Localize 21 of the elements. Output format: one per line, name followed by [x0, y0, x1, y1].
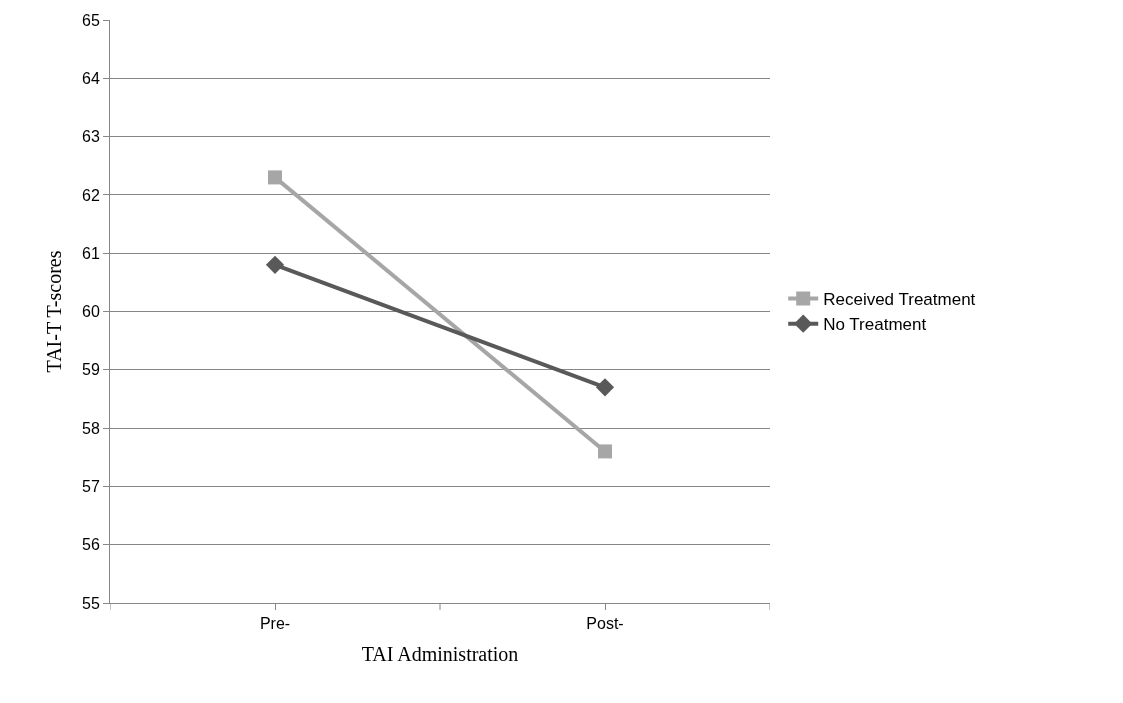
y-tick-label: 55: [82, 594, 100, 612]
x-tick-label: Pre-: [259, 615, 291, 633]
y-tick-label: 57: [82, 478, 100, 495]
y-tick-label: 61: [82, 244, 100, 262]
x-axis-title: TAI Administration: [361, 642, 519, 665]
point: [595, 378, 615, 397]
y-tick-label: 64: [82, 69, 100, 87]
point: [598, 444, 612, 459]
y-tick-label: 56: [82, 536, 100, 554]
y-tick-label: 63: [82, 128, 100, 146]
x-tick-label: Post-: [586, 615, 624, 633]
legend-label: Received Treatment: [823, 290, 976, 310]
legend-label: No Treatment: [823, 315, 927, 335]
point: [268, 170, 282, 185]
y-tick-label: 59: [82, 361, 100, 379]
y-tick-label: 60: [82, 303, 100, 321]
y-tick-label: 65: [82, 11, 100, 29]
y-tick-label: 62: [82, 186, 100, 204]
y-tick-label: 58: [82, 419, 100, 437]
point: [265, 255, 285, 274]
y-axis-title: TAI-T T-scores: [42, 250, 65, 373]
